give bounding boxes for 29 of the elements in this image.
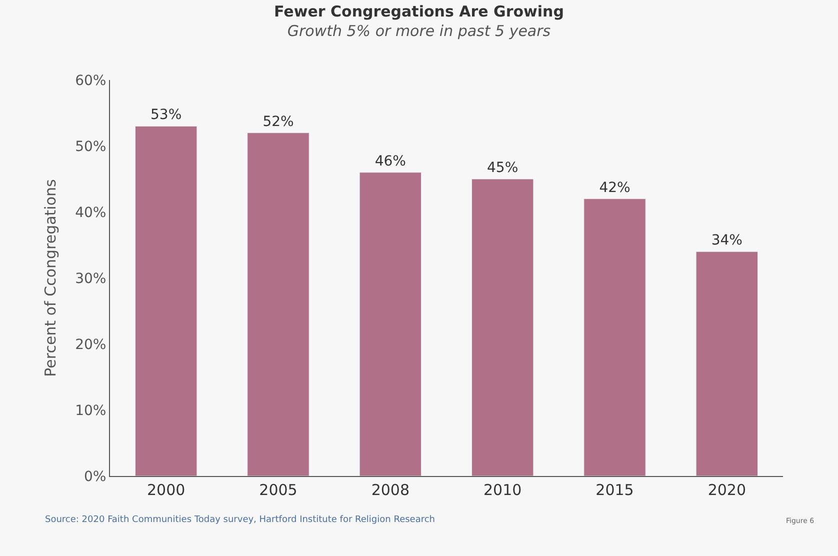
y-tick-label: 30% xyxy=(75,270,106,287)
y-tick-label: 20% xyxy=(75,336,106,353)
y-tick-label: 10% xyxy=(75,402,106,419)
data-label: 52% xyxy=(262,114,294,130)
y-tick-label: 40% xyxy=(75,204,106,221)
data-label: 46% xyxy=(374,153,406,170)
x-tick-label: 2020 xyxy=(708,481,746,499)
x-tick-label: 2010 xyxy=(483,481,522,499)
y-axis-title: Percent of Ccongregations xyxy=(41,178,60,377)
data-label: 45% xyxy=(487,160,518,176)
bar xyxy=(134,126,198,476)
x-tick-label: 2008 xyxy=(371,481,410,499)
x-tick-label: 2000 xyxy=(146,481,186,499)
bar xyxy=(471,178,534,476)
data-label: 42% xyxy=(599,180,630,196)
y-tick-label: 50% xyxy=(75,138,106,155)
bar xyxy=(696,251,758,476)
data-label: 34% xyxy=(711,232,742,249)
x-tick-label: 2005 xyxy=(259,481,298,499)
data-label: 53% xyxy=(150,107,182,124)
y-tick-label: 60% xyxy=(75,72,106,89)
chart-title: Fewer Congregations Are Growing xyxy=(274,2,564,21)
bar xyxy=(247,132,310,476)
bar xyxy=(584,198,646,476)
chart-subtitle: Growth 5% or more in past 5 years xyxy=(287,22,551,40)
y-tick-label: 0% xyxy=(84,468,106,485)
x-tick-label: 2015 xyxy=(596,481,634,499)
bar xyxy=(359,172,422,476)
source-note: Source: 2020 Faith Communities Today survey, Hartford Institute for Religion Research xyxy=(45,515,436,525)
